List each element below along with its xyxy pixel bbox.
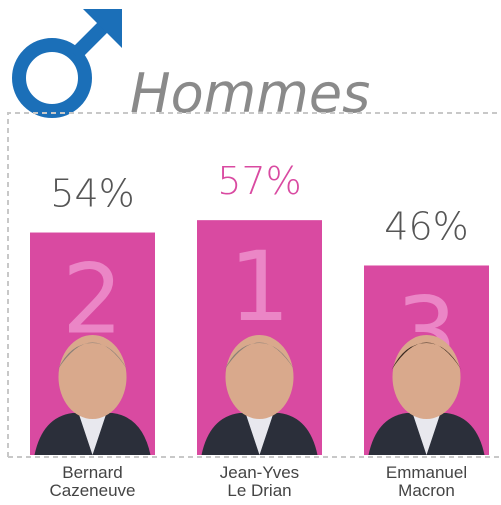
category-label: Emmanuel Macron [357, 464, 497, 500]
value-label: 46% [384, 204, 468, 248]
chart: Hommes 254%157%346% [0, 0, 501, 505]
category-label: Bernard Cazeneuve [23, 464, 163, 500]
portrait-face [393, 335, 461, 419]
male-symbol [19, 9, 122, 111]
chart-title: Hommes [130, 62, 370, 125]
value-label: 54% [50, 172, 134, 216]
rank-label: 1 [229, 231, 290, 343]
portrait-face [59, 335, 127, 419]
infographic: Hommes 254%157%346% Bernard CazeneuveJea… [0, 0, 501, 505]
category-label: Jean-Yves Le Drian [190, 464, 330, 500]
portrait-face [226, 335, 294, 419]
value-label: 57% [217, 159, 301, 203]
